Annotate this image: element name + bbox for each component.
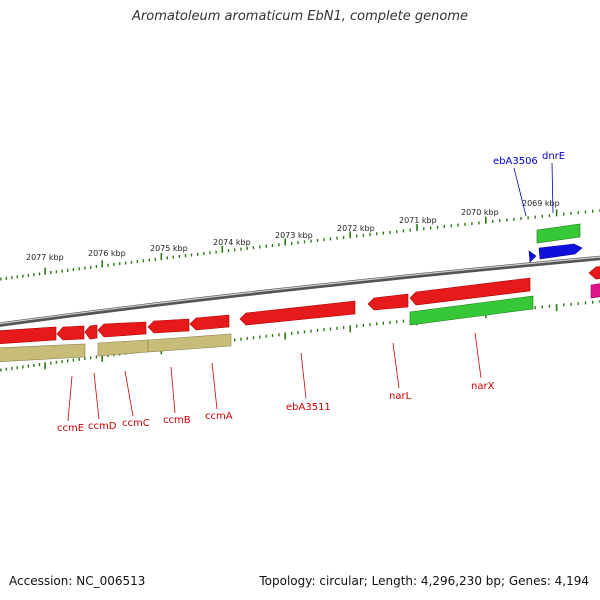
cds-feature (0, 343, 86, 363)
gene-label-ebA3506: ebA3506 (493, 156, 538, 167)
leader-line (300, 352, 307, 399)
tick-label: 2073 kbp (275, 231, 313, 240)
leader-line (551, 162, 554, 214)
gene-arrow-reverse (147, 318, 190, 334)
gene-arrow-reverse (588, 266, 600, 280)
leader-line (67, 375, 73, 422)
leader-line (392, 342, 400, 389)
gene-label-ccmA: ccmA (205, 411, 233, 422)
tick-label: 2074 kbp (213, 238, 251, 247)
leader-line (124, 370, 134, 417)
gene-label-ebA3511: ebA3511 (286, 402, 331, 413)
label-leaders (67, 162, 554, 422)
cds-feature (147, 333, 232, 353)
leader-line (474, 332, 482, 379)
forward-gene-track (409, 223, 600, 326)
gene-arrow-forward (536, 223, 581, 244)
gene-label-narL: narL (389, 391, 412, 402)
gene-arrow-reverse (367, 293, 409, 311)
genome-backbone (0, 255, 600, 327)
gene-label-ccmB: ccmB (163, 415, 191, 426)
cds-feature (97, 339, 149, 357)
gene-label-ccmC: ccmC (122, 418, 150, 429)
gene-arrow-reverse (97, 321, 147, 338)
reverse-cds-track (0, 333, 232, 363)
gene-arrow-reverse (0, 326, 57, 344)
tick-label: 2071 kbp (399, 216, 437, 225)
tick-label: 2076 kbp (88, 249, 126, 258)
gene-arrow-reverse (56, 325, 85, 341)
gene-label-dnrE: dnrE (542, 151, 565, 162)
accession-text: Accession: NC_006513 (9, 574, 146, 588)
gene-label-ccmD: ccmD (88, 421, 117, 432)
gene-labels: ccmE ccmD ccmC ccmB ccmA ebA3511 narL na… (57, 151, 565, 434)
leader-line (513, 167, 527, 217)
leader-line (170, 366, 176, 414)
tick-labels: 2077 kbp 2076 kbp 2075 kbp 2074 kbp 2073… (26, 199, 560, 262)
tick-label: 2075 kbp (150, 244, 188, 253)
reverse-gene-track (0, 266, 600, 344)
gene-arrow-forward (409, 295, 534, 326)
tick-label: 2077 kbp (26, 253, 64, 262)
upper-tick-track (0, 209, 600, 281)
gene-arrow-other (590, 283, 600, 299)
gene-arrow-forward (538, 243, 583, 260)
gene-arrow-reverse (189, 314, 230, 331)
tick-label: 2069 kbp (522, 199, 560, 208)
tick-label: 2070 kbp (461, 208, 499, 217)
gene-arrow-forward (528, 250, 537, 263)
gene-label-narX: narX (471, 381, 495, 392)
genome-backbone-highlight (0, 256, 600, 325)
tick-label: 2072 kbp (337, 224, 375, 233)
gene-arrow-reverse (409, 277, 531, 306)
leader-line (211, 362, 218, 410)
gene-arrow-reverse (84, 324, 98, 340)
map-title: Aromatoleum aromaticum EbN1, complete ge… (132, 9, 468, 24)
leader-line (93, 372, 100, 420)
genome-summary-text: Topology: circular; Length: 4,296,230 bp… (259, 574, 589, 588)
gene-arrow-reverse (239, 300, 356, 326)
gene-label-ccmE: ccmE (57, 423, 84, 434)
